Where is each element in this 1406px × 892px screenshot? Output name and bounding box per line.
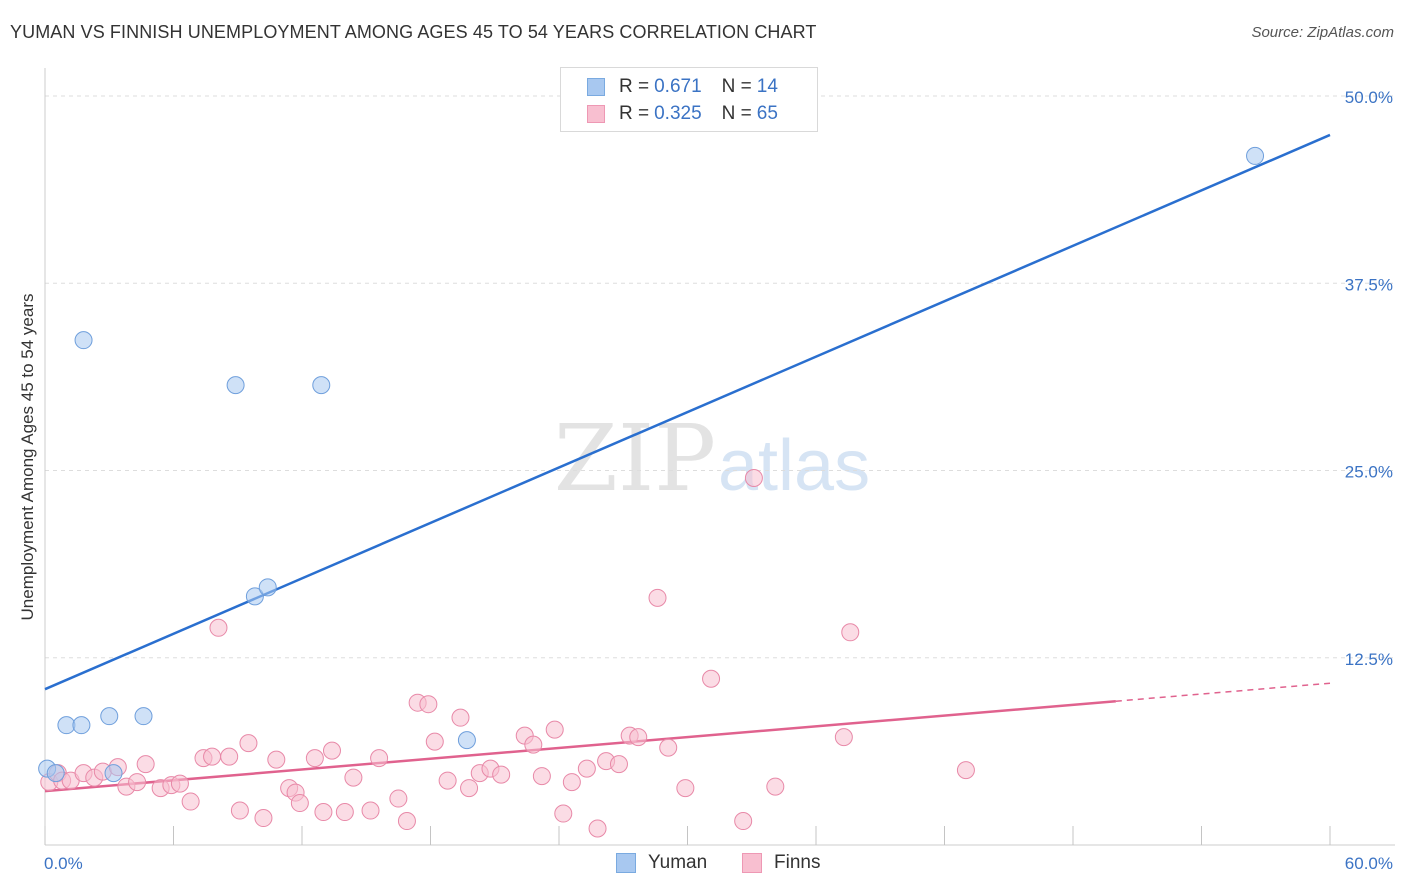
finns-point (841, 623, 860, 642)
x-tick-label-min: 0.0% (44, 854, 83, 873)
finns-point (335, 803, 354, 822)
legend-swatch-finns (587, 105, 605, 123)
legend-row-finns: R = 0.325 N = 65 (587, 102, 778, 126)
finns-point (389, 789, 408, 808)
watermark-atlas: atlas (718, 426, 870, 506)
finns-point (290, 794, 309, 813)
yuman-point (1246, 146, 1265, 165)
bottom-legend-swatch-yuman (616, 853, 636, 873)
finns-point (361, 801, 380, 820)
finns-point (834, 728, 853, 747)
finns-point (659, 738, 678, 757)
finns-point (744, 468, 763, 487)
finns-point (676, 779, 695, 798)
yuman-point (74, 331, 93, 350)
gridlines (45, 95, 1395, 659)
legend-n-value-finns: 65 (756, 103, 778, 124)
finns-point (425, 732, 444, 751)
finns-point (419, 695, 438, 714)
finns-point (562, 773, 581, 792)
legend-r-value-finns: 0.325 (654, 103, 702, 124)
finns-point (460, 779, 479, 798)
bottom-legend-label-finns: Finns (774, 852, 821, 873)
x-tick-label-max: 60.0% (1345, 854, 1393, 873)
finns-point (239, 734, 258, 753)
finns-point (267, 750, 286, 769)
finns-point (492, 765, 511, 784)
finns-point (766, 777, 785, 796)
finns-point (554, 804, 573, 823)
finns-point (181, 792, 200, 811)
finns-point (314, 803, 333, 822)
finns-point (524, 735, 543, 754)
finns-point (734, 812, 753, 831)
finns-point (322, 741, 341, 760)
finns-point (136, 755, 155, 774)
finns-point (128, 773, 147, 792)
legend-r-value-yuman: 0.671 (654, 76, 702, 97)
finns-point (648, 588, 667, 607)
yuman-point (57, 716, 76, 735)
y-tick-label: 25.0% (1345, 463, 1393, 482)
chart-title: YUMAN VS FINNISH UNEMPLOYMENT AMONG AGES… (10, 22, 817, 42)
finns-trend-line-extension (1115, 682, 1331, 702)
yuman-point (72, 716, 91, 735)
finns-point (577, 759, 596, 778)
y-tick-label: 50.0% (1345, 88, 1393, 107)
finns-point (230, 801, 249, 820)
bottom-legend-swatch-finns (742, 853, 762, 873)
yuman-point (104, 764, 123, 783)
legend: R = 0.671 N = 14 R = 0.325 N = 65 (560, 67, 818, 132)
y-axis-label: Unemployment Among Ages 45 to 54 years (18, 293, 37, 621)
yuman-point (226, 376, 245, 395)
finns-point (702, 669, 721, 688)
yuman-point (134, 707, 153, 726)
finns-point (344, 768, 363, 787)
finns-point (956, 761, 975, 780)
yuman-trend-line (44, 133, 1331, 691)
legend-n-value-yuman: 14 (756, 76, 778, 97)
finns-point (545, 720, 564, 739)
legend-r-label: R = (619, 76, 650, 97)
finns-point (629, 728, 648, 747)
yuman-point (245, 587, 264, 606)
bottom-legend-finns: Finns (742, 852, 820, 874)
finns-point (370, 749, 389, 768)
yuman-point (312, 376, 331, 395)
data-points (38, 146, 1265, 838)
watermark: ZIP atlas (554, 405, 870, 512)
finns-point (220, 747, 239, 766)
finns-point (209, 618, 228, 637)
finns-point (254, 809, 273, 828)
finns-point (203, 747, 222, 766)
finns-point (532, 767, 551, 786)
yuman-point (100, 707, 119, 726)
y-tick-label: 37.5% (1345, 275, 1393, 294)
axes (44, 68, 1395, 846)
tick-labels: 12.5% 25.0% 37.5% 50.0% 0.0% 60.0% (44, 88, 1393, 873)
yuman-point (457, 731, 476, 750)
finns-point (588, 819, 607, 838)
legend-row-yuman: R = 0.671 N = 14 (587, 75, 778, 99)
finns-point (609, 755, 628, 774)
yuman-point (46, 764, 65, 783)
source-label: Source: ZipAtlas.com (1251, 24, 1394, 41)
bottom-legend-label-yuman: Yuman (648, 852, 708, 873)
yuman-point (258, 578, 277, 597)
finns-point (170, 774, 189, 793)
bottom-legend-yuman: Yuman (616, 852, 707, 874)
legend-swatch-yuman (587, 78, 605, 96)
legend-n-label: N = (721, 76, 752, 97)
legend-n-label: N = (721, 103, 752, 124)
legend-r-label: R = (619, 103, 650, 124)
finns-trend-line (44, 699, 1116, 793)
finns-point (397, 812, 416, 831)
finns-point (451, 708, 470, 727)
finns-point (438, 771, 457, 790)
finns-point (305, 749, 324, 768)
y-tick-label: 12.5% (1345, 650, 1393, 669)
